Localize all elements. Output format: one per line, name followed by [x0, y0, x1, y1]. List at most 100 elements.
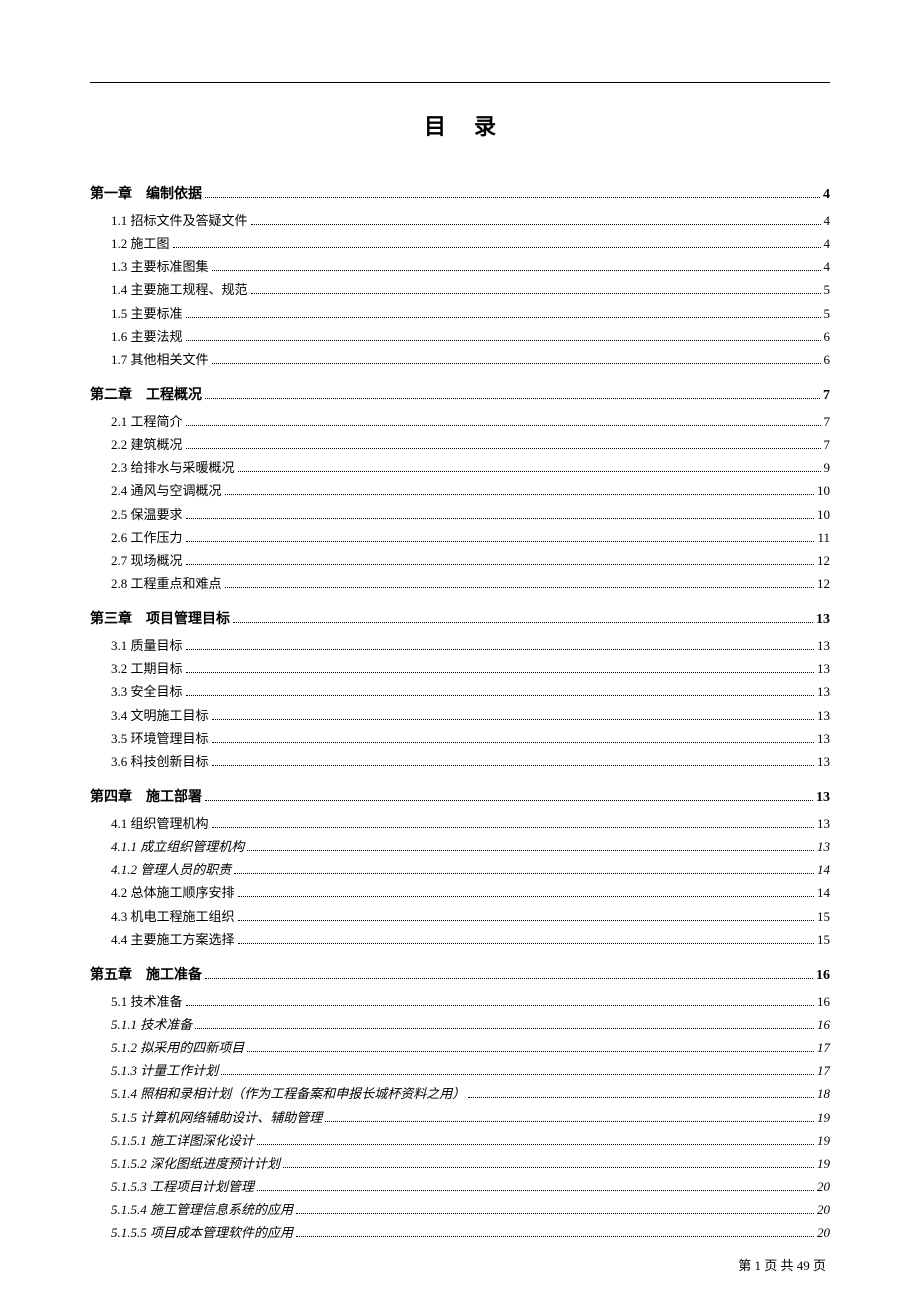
toc-entry-label[interactable]: 2.1 工程简介 — [111, 412, 183, 432]
toc-entry-page[interactable]: 15 — [817, 930, 830, 950]
toc-entry-label[interactable]: 4.1.2 管理人员的职责 — [111, 860, 231, 880]
toc-entry-page[interactable]: 7 — [824, 435, 831, 455]
toc-entry-page[interactable]: 13 — [816, 790, 830, 806]
toc-entry-page[interactable]: 13 — [817, 682, 830, 702]
toc-entry-label[interactable]: 第二章 工程概况 — [90, 384, 202, 404]
toc-entry-page[interactable]: 17 — [817, 1038, 830, 1058]
toc-sub-row: 4.4 主要施工方案选择 15 — [111, 930, 830, 950]
toc-leader-dots — [247, 850, 814, 851]
toc-entry-label[interactable]: 5.1.5.2 深化图纸进度预计计划 — [111, 1154, 280, 1174]
toc-entry-label[interactable]: 5.1.5.3 工程项目计划管理 — [111, 1177, 254, 1197]
toc-entry-page[interactable]: 18 — [817, 1084, 830, 1104]
toc-entry-label[interactable]: 4.1 组织管理机构 — [111, 814, 209, 834]
toc-entry-page[interactable]: 13 — [816, 612, 830, 628]
toc-entry-page[interactable]: 14 — [817, 883, 830, 903]
toc-entry-label[interactable]: 5.1.5.1 施工详图深化设计 — [111, 1131, 254, 1151]
toc-entry-page[interactable]: 16 — [816, 968, 830, 984]
toc-entry-page[interactable]: 20 — [817, 1223, 830, 1243]
toc-entry-label[interactable]: 5.1 技术准备 — [111, 992, 183, 1012]
toc-entry-page[interactable]: 4 — [823, 187, 830, 203]
toc-entry-page[interactable]: 5 — [824, 280, 831, 300]
toc-entry-page[interactable]: 6 — [824, 327, 831, 347]
toc-entry-page[interactable]: 13 — [817, 659, 830, 679]
toc-entry-label[interactable]: 5.1.5 计算机网络辅助设计、辅助管理 — [111, 1108, 322, 1128]
toc-entry-label[interactable]: 3.1 质量目标 — [111, 636, 183, 656]
toc-entry-page[interactable]: 16 — [817, 992, 830, 1012]
toc-entry-page[interactable]: 17 — [817, 1061, 830, 1081]
toc-entry-page[interactable]: 4 — [824, 257, 831, 277]
toc-entry-label[interactable]: 第五章 施工准备 — [90, 964, 202, 984]
toc-entry-page[interactable]: 13 — [817, 837, 830, 857]
toc-entry-page[interactable]: 7 — [824, 412, 831, 432]
toc-sub-row: 1.7 其他相关文件 6 — [111, 350, 830, 370]
toc-entry-label[interactable]: 3.3 安全目标 — [111, 682, 183, 702]
toc-entry-page[interactable]: 19 — [817, 1131, 830, 1151]
toc-entry-label[interactable]: 3.5 环境管理目标 — [111, 729, 209, 749]
toc-entry-label[interactable]: 1.4 主要施工规程、规范 — [111, 280, 248, 300]
toc-entry-label[interactable]: 1.1 招标文件及答疑文件 — [111, 211, 248, 231]
toc-entry-label[interactable]: 5.1.5.5 项目成本管理软件的应用 — [111, 1223, 293, 1243]
toc-entry-label[interactable]: 第四章 施工部署 — [90, 786, 202, 806]
toc-leader-dots — [186, 541, 815, 542]
toc-leader-dots — [225, 587, 814, 588]
toc-entry-page[interactable]: 19 — [817, 1108, 830, 1128]
toc-entry-page[interactable]: 20 — [817, 1177, 830, 1197]
toc-entry-label[interactable]: 3.2 工期目标 — [111, 659, 183, 679]
toc-entry-page[interactable]: 6 — [824, 350, 831, 370]
toc-entry-label[interactable]: 4.3 机电工程施工组织 — [111, 907, 235, 927]
toc-entry-label[interactable]: 1.6 主要法规 — [111, 327, 183, 347]
toc-sub-row: 2.2 建筑概况 7 — [111, 435, 830, 455]
toc-entry-label[interactable]: 1.3 主要标准图集 — [111, 257, 209, 277]
top-horizontal-rule — [90, 82, 830, 83]
toc-entry-page[interactable]: 10 — [817, 481, 830, 501]
toc-entry-label[interactable]: 5.1.3 计量工作计划 — [111, 1061, 218, 1081]
toc-entry-label[interactable]: 4.4 主要施工方案选择 — [111, 930, 235, 950]
toc-entry-label[interactable]: 4.2 总体施工顺序安排 — [111, 883, 235, 903]
toc-sub-row: 3.5 环境管理目标 13 — [111, 729, 830, 749]
toc-entry-page[interactable]: 20 — [817, 1200, 830, 1220]
toc-entry-page[interactable]: 14 — [817, 860, 830, 880]
toc-entry-page[interactable]: 12 — [817, 574, 830, 594]
toc-entry-page[interactable]: 10 — [817, 505, 830, 525]
toc-entry-label[interactable]: 4.1.1 成立组织管理机构 — [111, 837, 244, 857]
toc-entry-page[interactable]: 13 — [817, 814, 830, 834]
toc-chapter-row: 第四章 施工部署 13 — [90, 786, 830, 806]
toc-entry-label[interactable]: 3.6 科技创新目标 — [111, 752, 209, 772]
toc-entry-page[interactable]: 11 — [817, 528, 830, 548]
toc-entry-label[interactable]: 5.1.2 拟采用的四新项目 — [111, 1038, 244, 1058]
toc-entry-label[interactable]: 2.2 建筑概况 — [111, 435, 183, 455]
toc-entry-label[interactable]: 1.7 其他相关文件 — [111, 350, 209, 370]
toc-entry-label[interactable]: 2.7 现场概况 — [111, 551, 183, 571]
toc-entry-label[interactable]: 5.1.4 照相和录相计划（作为工程备案和申报长城杯资料之用） — [111, 1084, 465, 1104]
toc-entry-label[interactable]: 第一章 编制依据 — [90, 183, 202, 203]
toc-entry-label[interactable]: 1.2 施工图 — [111, 234, 170, 254]
toc-entry-label[interactable]: 5.1.1 技术准备 — [111, 1015, 192, 1035]
toc-entry-page[interactable]: 13 — [817, 729, 830, 749]
toc-sub-row: 2.4 通风与空调概况 10 — [111, 481, 830, 501]
toc-entry-page[interactable]: 15 — [817, 907, 830, 927]
toc-entry-label[interactable]: 1.5 主要标准 — [111, 304, 183, 324]
toc-leader-dots — [186, 518, 814, 519]
toc-entry-page[interactable]: 19 — [817, 1154, 830, 1174]
toc-subsub-row: 5.1.2 拟采用的四新项目 17 — [111, 1038, 830, 1058]
toc-entry-page[interactable]: 9 — [824, 458, 831, 478]
toc-entry-page[interactable]: 4 — [824, 234, 831, 254]
toc-entry-page[interactable]: 13 — [817, 636, 830, 656]
toc-entry-page[interactable]: 5 — [824, 304, 831, 324]
toc-entry-page[interactable]: 7 — [823, 388, 830, 404]
toc-entry-label[interactable]: 2.4 通风与空调概况 — [111, 481, 222, 501]
toc-entry-label[interactable]: 2.3 给排水与采暖概况 — [111, 458, 235, 478]
toc-leader-dots — [186, 695, 814, 696]
toc-entry-page[interactable]: 16 — [817, 1015, 830, 1035]
toc-entry-page[interactable]: 13 — [817, 706, 830, 726]
toc-entry-page[interactable]: 13 — [817, 752, 830, 772]
toc-entry-page[interactable]: 12 — [817, 551, 830, 571]
toc-entry-label[interactable]: 2.5 保温要求 — [111, 505, 183, 525]
toc-entry-label[interactable]: 2.8 工程重点和难点 — [111, 574, 222, 594]
toc-entry-label[interactable]: 3.4 文明施工目标 — [111, 706, 209, 726]
toc-entry-label[interactable]: 5.1.5.4 施工管理信息系统的应用 — [111, 1200, 293, 1220]
toc-entry-label[interactable]: 2.6 工作压力 — [111, 528, 183, 548]
toc-entry-label[interactable]: 第三章 项目管理目标 — [90, 608, 230, 628]
toc-sub-row: 4.2 总体施工顺序安排 14 — [111, 883, 830, 903]
toc-entry-page[interactable]: 4 — [824, 211, 831, 231]
